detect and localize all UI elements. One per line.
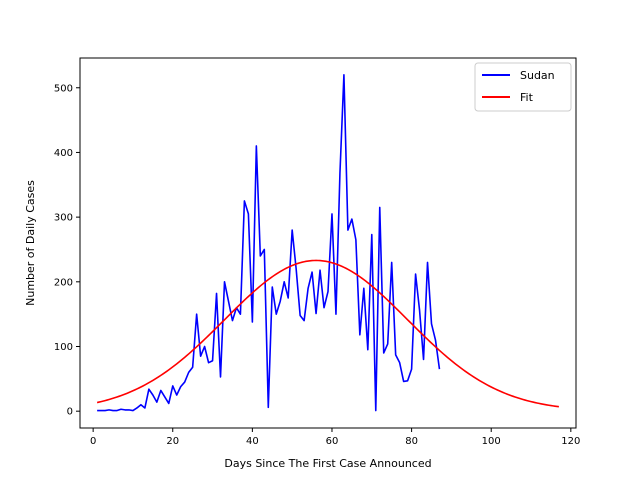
- legend-label-sudan: Sudan: [520, 69, 555, 82]
- legend-label-fit: Fit: [520, 91, 534, 104]
- x-axis: 0 20 40 60 80 100 120: [90, 428, 580, 447]
- plot-area-frame: [79, 57, 577, 429]
- y-tick-label: 200: [54, 277, 73, 288]
- series-layer: [96, 74, 559, 412]
- x-tick-label: 80: [405, 436, 418, 447]
- x-tick-label: 40: [246, 436, 259, 447]
- y-tick-label: 400: [54, 148, 73, 159]
- x-tick-label: 100: [482, 436, 501, 447]
- y-axis: 0 100 200 300 400 500: [54, 83, 80, 418]
- y-tick-label: 300: [54, 213, 73, 224]
- legend: Sudan Fit: [474, 62, 572, 112]
- x-tick-label: 120: [561, 436, 580, 447]
- series-line-fit: [96, 259, 559, 408]
- y-axis-label: Number of Daily Cases: [24, 180, 37, 306]
- series-line-sudan: [97, 74, 441, 412]
- x-tick-label: 60: [326, 436, 339, 447]
- x-tick-label: 20: [166, 436, 179, 447]
- y-tick-label: 100: [54, 342, 73, 353]
- y-tick-label: 0: [67, 407, 73, 418]
- x-axis-label: Days Since The First Case Announced: [224, 457, 431, 470]
- y-tick-label: 500: [54, 83, 73, 94]
- x-tick-label: 0: [90, 436, 96, 447]
